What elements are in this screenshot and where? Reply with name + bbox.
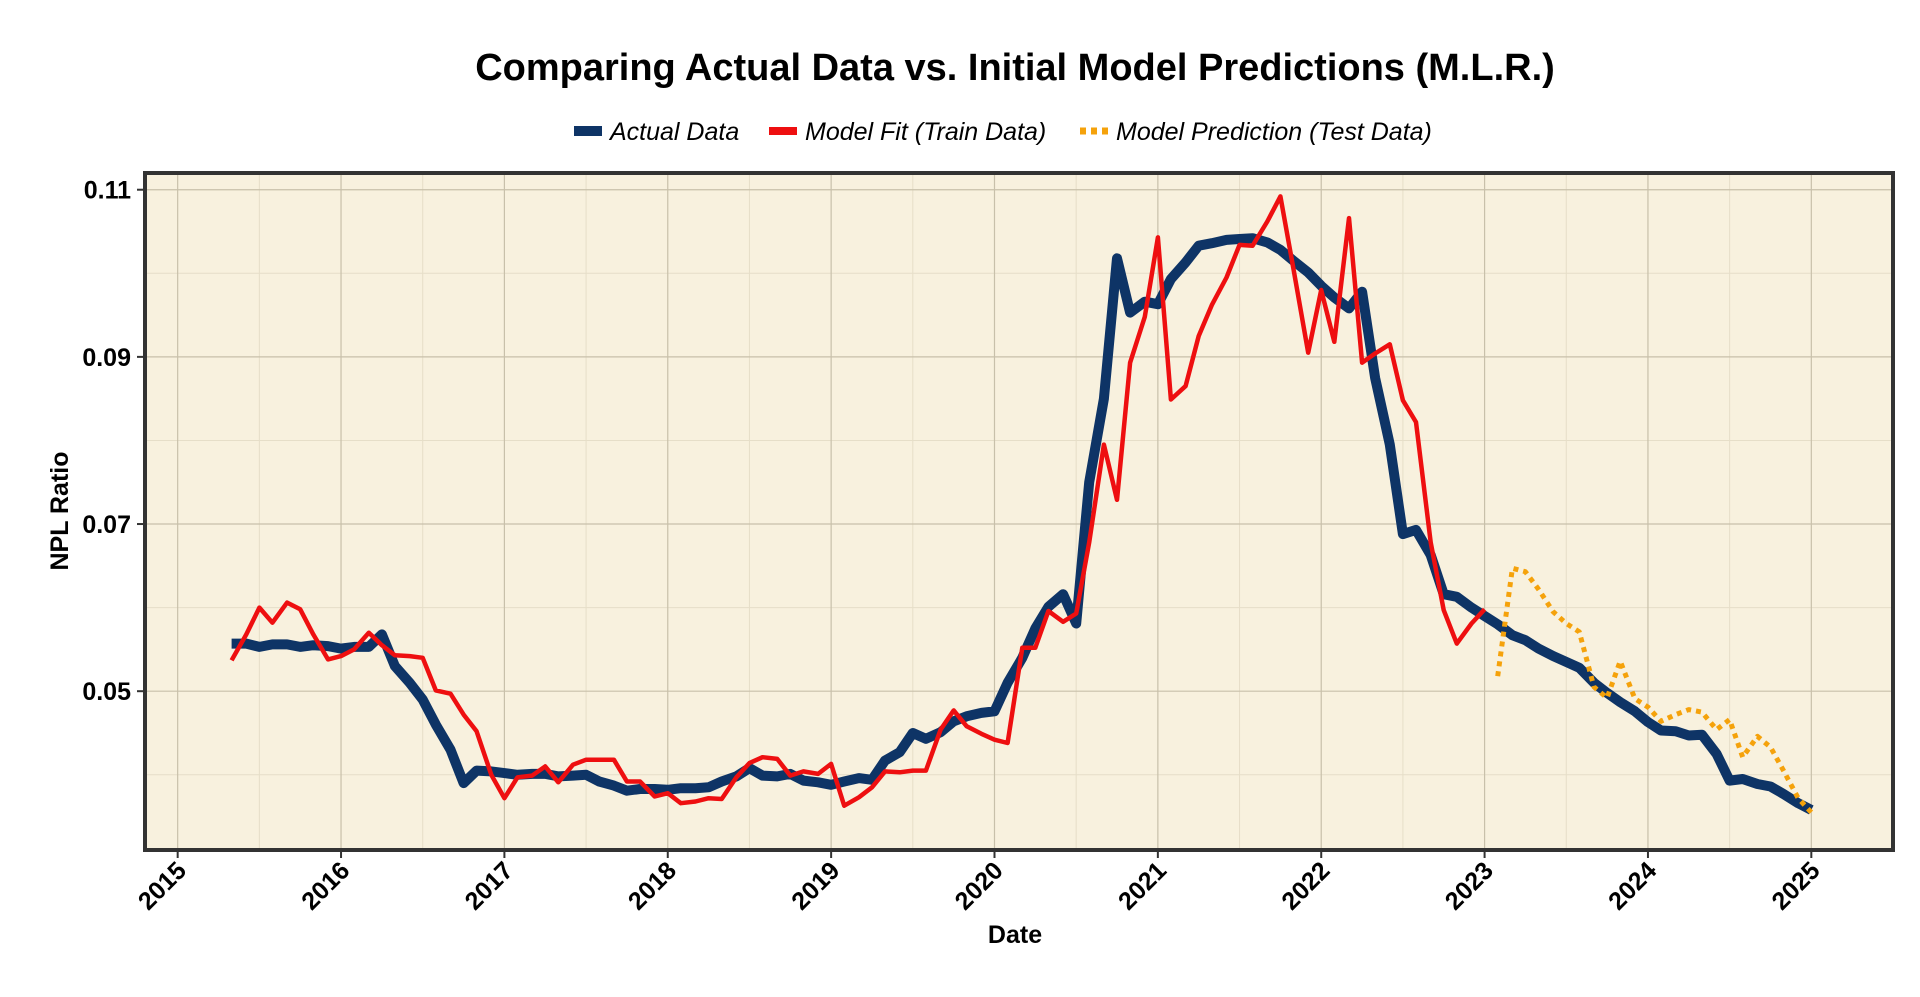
series-model-fit	[229, 194, 1487, 808]
legend-label-model-prediction: Model Prediction (Test Data)	[1116, 118, 1432, 146]
legend-item-model-fit: Model Fit (Train Data)	[769, 118, 1046, 146]
y-axis: 0.05 0.07 0.09 0.11	[82, 177, 145, 706]
y-tick-label: 0.05	[82, 678, 131, 706]
plot-panel-background	[145, 173, 1893, 850]
x-axis-label: Date	[988, 921, 1042, 949]
x-tick-label: 2017	[460, 856, 519, 915]
x-tick-label: 2021	[1113, 856, 1172, 915]
legend-label-model-fit: Model Fit (Train Data)	[805, 118, 1046, 146]
y-tick-label: 0.07	[82, 511, 131, 539]
x-tick-label: 2022	[1276, 856, 1335, 915]
y-tick-label: 0.11	[84, 177, 131, 205]
grid-minor	[145, 173, 1893, 850]
x-tick-label: 2015	[133, 856, 192, 915]
x-tick-label: 2023	[1440, 856, 1499, 915]
y-tick-label: 0.09	[82, 344, 131, 372]
x-tick-label: 2019	[786, 856, 845, 915]
x-tick-label: 2020	[950, 856, 1009, 915]
x-axis: 2015 2016 2017 2018 2019 2020 2021 2022 2023 2024…	[133, 850, 1826, 916]
plot-panel-border	[143, 171, 1895, 852]
y-axis-label: NPL Ratio	[46, 452, 74, 571]
x-tick-label: 2018	[623, 856, 682, 915]
legend-label-actual-data: Actual Data	[608, 118, 739, 146]
legend-item-actual-data: Actual Data	[574, 118, 739, 146]
legend: Actual Data Model Fit (Train Data) Model P…	[574, 118, 1432, 146]
series-model-prediction	[1495, 565, 1814, 815]
x-tick-label: 2024	[1603, 856, 1662, 915]
x-tick-label: 2016	[296, 856, 355, 915]
legend-item-model-prediction: Model Prediction (Test Data)	[1080, 118, 1432, 146]
chart-title: Comparing Actual Data vs. Initial Model …	[475, 47, 1555, 89]
x-tick-label: 2025	[1766, 856, 1825, 915]
series-layer	[229, 194, 1814, 815]
